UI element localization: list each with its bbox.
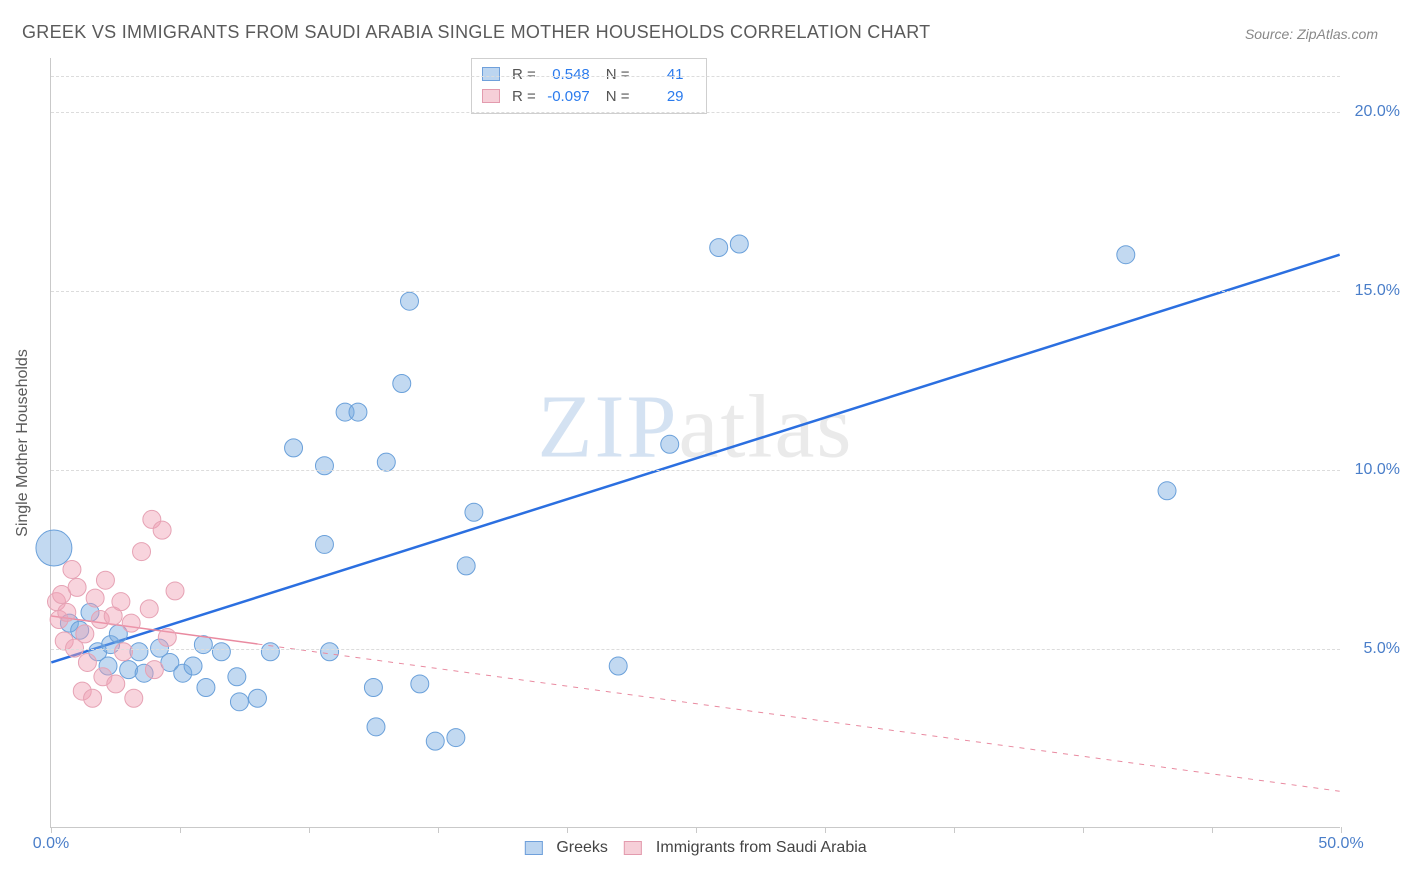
data-point xyxy=(1158,482,1176,500)
x-tick xyxy=(309,827,310,833)
data-point xyxy=(125,689,143,707)
x-tick-label: 0.0% xyxy=(33,835,69,853)
x-tick xyxy=(438,827,439,833)
data-point xyxy=(367,718,385,736)
data-point xyxy=(426,732,444,750)
y-tick-label: 20.0% xyxy=(1345,103,1400,121)
x-tick xyxy=(1083,827,1084,833)
data-point xyxy=(465,503,483,521)
data-point xyxy=(710,239,728,257)
data-point xyxy=(184,657,202,675)
gridline-y xyxy=(51,112,1340,113)
data-point xyxy=(84,689,102,707)
data-point xyxy=(112,593,130,611)
data-point xyxy=(661,435,679,453)
legend-swatch-1 xyxy=(624,841,642,855)
data-point xyxy=(411,675,429,693)
data-point xyxy=(158,628,176,646)
x-tick xyxy=(825,827,826,833)
n-label: N = xyxy=(606,88,630,105)
data-point xyxy=(68,578,86,596)
data-point xyxy=(1117,246,1135,264)
data-point xyxy=(393,374,411,392)
x-tick xyxy=(1212,827,1213,833)
data-point xyxy=(197,679,215,697)
y-tick-label: 10.0% xyxy=(1345,461,1400,479)
data-point xyxy=(730,235,748,253)
data-point xyxy=(401,292,419,310)
x-tick xyxy=(567,827,568,833)
bottom-legend: Greeks Immigrants from Saudi Arabia xyxy=(524,839,866,857)
swatch-series-0 xyxy=(482,67,500,81)
data-point xyxy=(609,657,627,675)
data-point xyxy=(212,643,230,661)
data-point xyxy=(315,457,333,475)
data-point xyxy=(230,693,248,711)
r-value-series-1: -0.097 xyxy=(540,88,590,105)
data-point xyxy=(364,679,382,697)
data-point xyxy=(96,571,114,589)
y-tick-label: 5.0% xyxy=(1345,640,1400,658)
data-point xyxy=(349,403,367,421)
x-tick xyxy=(51,827,52,833)
data-point xyxy=(58,603,76,621)
source-attribution: Source: ZipAtlas.com xyxy=(1245,26,1378,42)
data-point xyxy=(248,689,266,707)
data-point xyxy=(228,668,246,686)
gridline-y xyxy=(51,649,1340,650)
r-label: R = xyxy=(512,66,536,83)
legend-label-1: Immigrants from Saudi Arabia xyxy=(656,839,867,857)
data-point xyxy=(107,675,125,693)
data-point xyxy=(194,636,212,654)
swatch-series-1 xyxy=(482,89,500,103)
trendline-Immigrants from Saudi Arabia-dashed xyxy=(257,644,1339,791)
n-value-series-0: 41 xyxy=(634,66,684,83)
data-point xyxy=(315,535,333,553)
y-axis-label: Single Mother Households xyxy=(14,349,32,537)
data-point xyxy=(285,439,303,457)
x-tick xyxy=(180,827,181,833)
gridline-y xyxy=(51,470,1340,471)
legend-swatch-0 xyxy=(524,841,542,855)
trendline-Greeks xyxy=(51,255,1339,663)
data-point xyxy=(377,453,395,471)
stats-legend-box: R = 0.548 N = 41 R = -0.097 N = 29 xyxy=(471,58,707,114)
stats-row-series-1: R = -0.097 N = 29 xyxy=(482,85,696,107)
data-point xyxy=(120,661,138,679)
stats-row-series-0: R = 0.548 N = 41 xyxy=(482,63,696,85)
r-value-series-0: 0.548 xyxy=(540,66,590,83)
data-point xyxy=(86,589,104,607)
plot-area: Single Mother Households ZIPatlas R = 0.… xyxy=(50,58,1340,828)
data-point xyxy=(166,582,184,600)
data-point xyxy=(63,560,81,578)
data-point xyxy=(122,614,140,632)
data-point xyxy=(145,661,163,679)
data-point xyxy=(36,530,72,566)
data-point xyxy=(78,653,96,671)
chart-svg xyxy=(51,58,1340,827)
r-label: R = xyxy=(512,88,536,105)
data-point xyxy=(321,643,339,661)
x-tick xyxy=(954,827,955,833)
data-point xyxy=(153,521,171,539)
n-label: N = xyxy=(606,66,630,83)
n-value-series-1: 29 xyxy=(634,88,684,105)
x-tick xyxy=(696,827,697,833)
data-point xyxy=(114,643,132,661)
data-point xyxy=(133,543,151,561)
legend-item-1: Immigrants from Saudi Arabia xyxy=(624,839,867,857)
legend-item-0: Greeks xyxy=(524,839,608,857)
gridline-y xyxy=(51,291,1340,292)
data-point xyxy=(457,557,475,575)
chart-title: GREEK VS IMMIGRANTS FROM SAUDI ARABIA SI… xyxy=(22,22,930,43)
data-point xyxy=(76,625,94,643)
legend-label-0: Greeks xyxy=(556,839,608,857)
data-point xyxy=(140,600,158,618)
y-tick-label: 15.0% xyxy=(1345,282,1400,300)
gridline-y xyxy=(51,76,1340,77)
x-tick-label: 50.0% xyxy=(1318,835,1363,853)
data-point xyxy=(447,729,465,747)
x-tick xyxy=(1341,827,1342,833)
